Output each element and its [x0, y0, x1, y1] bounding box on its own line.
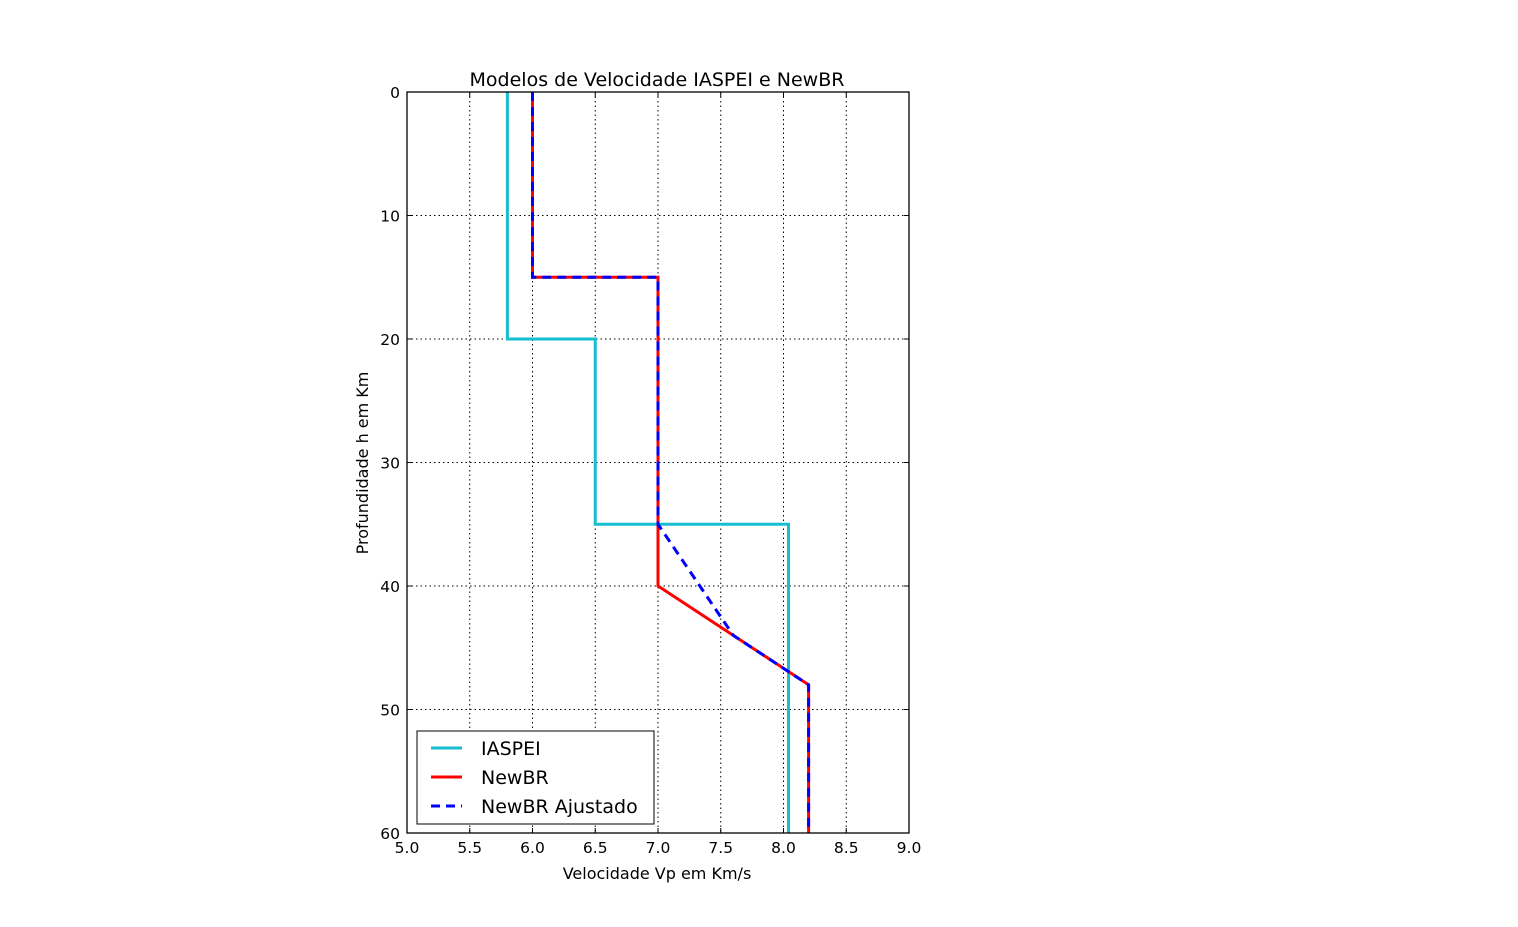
- series-line-newbr-ajustado: [531, 92, 811, 833]
- x-tick-label: 5.0: [395, 839, 420, 857]
- y-tick-label: 30: [380, 455, 400, 473]
- x-tick-label: 9.0: [897, 839, 922, 857]
- plot-frame: [406, 91, 910, 834]
- series-lines: [505, 92, 811, 833]
- x-tick-label: 6.5: [583, 839, 608, 857]
- y-tick-label: 60: [380, 825, 400, 843]
- chart-title: Modelos de Velocidade IASPEI e NewBR: [470, 69, 845, 91]
- legend-label: NewBR Ajustado: [481, 796, 638, 818]
- y-tick-label: 40: [380, 578, 400, 596]
- x-tick-label: 8.5: [834, 839, 859, 857]
- x-axis-label: Velocidade Vp em Km/s: [563, 864, 752, 883]
- y-axis-label: Profundidade h em Km: [353, 372, 372, 555]
- x-tick-label: 8.0: [771, 839, 796, 857]
- legend-label: IASPEI: [481, 738, 541, 760]
- x-tick-labels: 5.0 5.5 6.0 6.5 7.0 7.5 8.0 8.5 9.0: [395, 839, 922, 857]
- y-tick-labels: 0 10 20 30 40 50 60: [380, 84, 400, 843]
- x-tick-label: 6.0: [520, 839, 545, 857]
- legend-items: IASPEI NewBR NewBR Ajustado: [431, 738, 638, 818]
- x-tick-label: 7.0: [646, 839, 671, 857]
- legend: IASPEI NewBR NewBR Ajustado: [416, 730, 655, 825]
- y-tick-label: 20: [380, 331, 400, 349]
- y-tick-label: 50: [380, 702, 400, 720]
- y-tick-label: 10: [380, 208, 400, 226]
- y-tick-label: 0: [390, 84, 400, 102]
- x-tick-label: 7.5: [708, 839, 733, 857]
- legend-label: NewBR: [481, 767, 549, 789]
- x-tick-label: 5.5: [457, 839, 482, 857]
- series-line-iaspei: [505, 92, 791, 833]
